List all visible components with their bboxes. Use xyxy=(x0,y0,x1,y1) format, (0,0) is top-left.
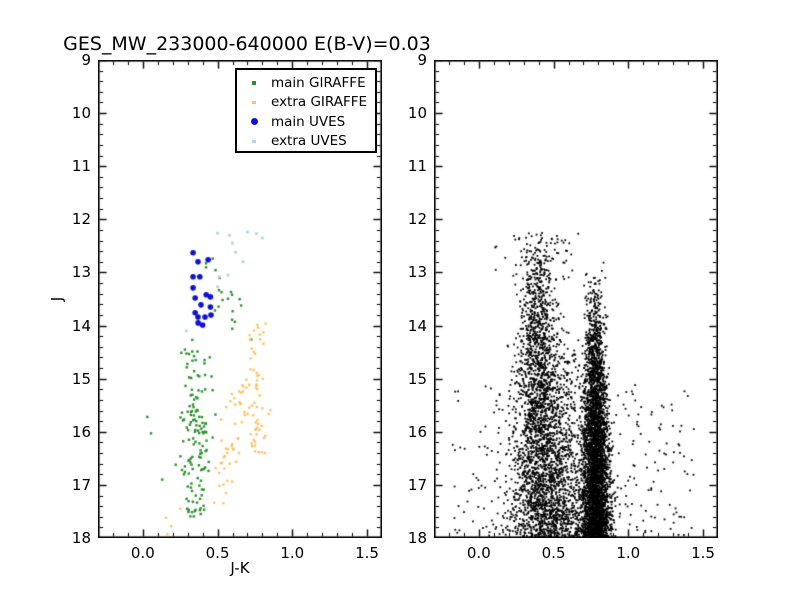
y-tick-label: 17 xyxy=(407,475,427,494)
y-tick-label: 14 xyxy=(71,316,91,335)
chart-title: GES_MW_233000-640000 E(B-V)=0.03 xyxy=(63,33,431,55)
y-tick-label: 12 xyxy=(71,210,91,229)
y-tick-label: 11 xyxy=(71,157,91,176)
x-tick-label: 1.5 xyxy=(691,544,715,562)
legend-label: extra GIRAFFE xyxy=(271,94,368,111)
x-tick-label: 0.0 xyxy=(130,544,155,562)
y-tick-label: 10 xyxy=(407,104,427,123)
y-tick-label: 15 xyxy=(71,369,91,388)
legend-marker-icon xyxy=(242,139,266,143)
legend-label: extra UVES xyxy=(271,133,347,150)
legend-item: extra GIRAFFE xyxy=(237,93,375,113)
legend: main GIRAFFE extra GIRAFFE main UVES extra … xyxy=(235,68,377,153)
y-tick-label: 13 xyxy=(71,263,91,282)
y-tick-label: 10 xyxy=(71,104,91,123)
y-tick-label: 15 xyxy=(407,369,427,388)
x-tick-label: 1.0 xyxy=(616,544,641,562)
legend-marker-icon xyxy=(242,100,266,104)
legend-marker-icon xyxy=(242,81,266,85)
y-tick-label: 17 xyxy=(71,475,91,494)
legend-item: main UVES xyxy=(237,112,375,132)
y-tick-label: 9 xyxy=(81,51,91,69)
y-axis-label: J xyxy=(48,296,67,302)
legend-label: main GIRAFFE xyxy=(271,74,366,91)
legend-item: extra UVES xyxy=(237,132,375,152)
x-tick-label: 0.5 xyxy=(541,544,566,562)
y-tick-label: 11 xyxy=(407,157,427,176)
y-tick-label: 13 xyxy=(407,263,427,282)
legend-label: main UVES xyxy=(271,113,346,130)
y-tick-label: 14 xyxy=(407,316,427,335)
x-tick-label: 0.0 xyxy=(466,544,491,562)
y-tick-label: 9 xyxy=(417,51,427,69)
y-tick-label: 12 xyxy=(407,210,427,229)
x-tick-label: 0.5 xyxy=(205,544,230,562)
legend-item: main GIRAFFE xyxy=(237,73,375,93)
legend-marker-icon xyxy=(242,118,266,126)
y-tick-label: 18 xyxy=(71,529,91,547)
y-tick-label: 16 xyxy=(407,422,427,441)
x-tick-label: 1.0 xyxy=(280,544,305,562)
x-tick-label: 1.5 xyxy=(355,544,379,562)
right-plot-canvas xyxy=(434,60,718,538)
x-axis-label: J-K xyxy=(230,559,250,577)
y-tick-label: 18 xyxy=(407,529,427,547)
y-tick-label: 16 xyxy=(71,422,91,441)
